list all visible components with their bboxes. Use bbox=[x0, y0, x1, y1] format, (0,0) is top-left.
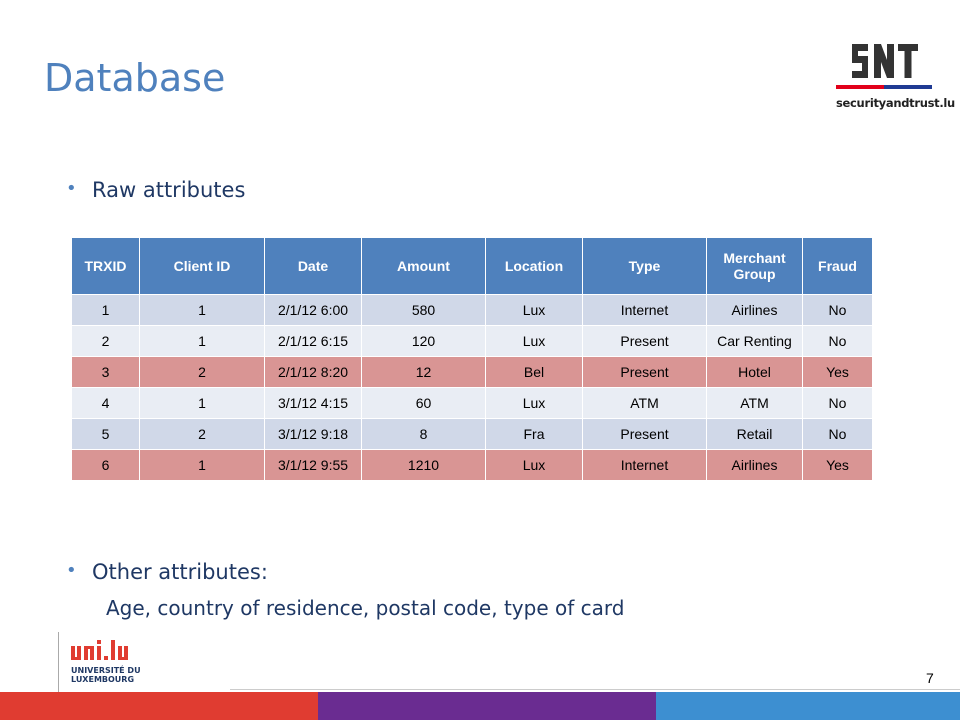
table-cell: 580 bbox=[361, 294, 486, 326]
unilu-caption: UNIVERSITÉ DU LUXEMBOURG bbox=[71, 666, 141, 684]
table-cell: 8 bbox=[361, 418, 486, 450]
table-cell: 2/1/12 6:00 bbox=[264, 294, 362, 326]
table-cell: Yes bbox=[802, 449, 873, 481]
table-cell: 3/1/12 4:15 bbox=[264, 387, 362, 419]
table-cell: 2 bbox=[71, 325, 140, 357]
column-header: Location bbox=[485, 237, 583, 295]
table-cell: Internet bbox=[582, 294, 707, 326]
column-header: Date bbox=[264, 237, 362, 295]
table-cell: 12 bbox=[361, 356, 486, 388]
unilu-mark-logo bbox=[71, 640, 128, 660]
bullet-text: Raw attributes bbox=[92, 178, 246, 202]
table-row-fraud: 6 1 3/1/12 9:55 1210 Lux Internet Airlin… bbox=[71, 449, 873, 481]
bullet-raw-attributes: • Raw attributes bbox=[66, 178, 246, 202]
table-cell: Lux bbox=[485, 325, 583, 357]
table-cell: No bbox=[802, 418, 873, 450]
other-attributes-detail: Age, country of residence, postal code, … bbox=[106, 596, 625, 620]
table-cell: 1210 bbox=[361, 449, 486, 481]
table-cell: 1 bbox=[71, 294, 140, 326]
table-row: 2 1 2/1/12 6:15 120 Lux Present Car Rent… bbox=[71, 325, 873, 357]
table-cell: ATM bbox=[706, 387, 803, 419]
footer-bar-red bbox=[0, 692, 318, 720]
table-cell: No bbox=[802, 387, 873, 419]
table-cell: Car Renting bbox=[706, 325, 803, 357]
table-cell: Lux bbox=[485, 387, 583, 419]
bullet-dot-icon: • bbox=[66, 560, 77, 581]
table-cell: 2/1/12 6:15 bbox=[264, 325, 362, 357]
table-cell: 1 bbox=[139, 449, 265, 481]
table-cell: Present bbox=[582, 325, 707, 357]
table-cell: ATM bbox=[582, 387, 707, 419]
unilu-caption-line1: UNIVERSITÉ DU bbox=[71, 666, 141, 675]
footer-bar-blue bbox=[656, 692, 960, 720]
table-cell: 3 bbox=[71, 356, 140, 388]
bullet-other-attributes: • Other attributes: bbox=[66, 560, 268, 584]
table-row: 5 2 3/1/12 9:18 8 Fra Present Retail No bbox=[71, 418, 873, 450]
table-cell: 2/1/12 8:20 bbox=[264, 356, 362, 388]
table-row-fraud: 3 2 2/1/12 8:20 12 Bel Present Hotel Yes bbox=[71, 356, 873, 388]
table-cell: Airlines bbox=[706, 294, 803, 326]
table-cell: 120 bbox=[361, 325, 486, 357]
table-cell: 5 bbox=[71, 418, 140, 450]
column-header: TRXID bbox=[71, 237, 140, 295]
table-cell: Fra bbox=[485, 418, 583, 450]
column-header: Fraud bbox=[802, 237, 873, 295]
table-cell: Lux bbox=[485, 294, 583, 326]
snt-red-bar bbox=[836, 85, 884, 89]
table-cell: Retail bbox=[706, 418, 803, 450]
unilu-caption-line2: LUXEMBOURG bbox=[71, 675, 135, 684]
table-cell: 1 bbox=[139, 294, 265, 326]
table-row: 4 1 3/1/12 4:15 60 Lux ATM ATM No bbox=[71, 387, 873, 419]
snt-blue-bar bbox=[884, 85, 932, 89]
column-header: Type bbox=[582, 237, 707, 295]
bullet-text: Other attributes: bbox=[92, 560, 268, 584]
table-header-row: TRXID Client ID Date Amount Location Typ… bbox=[71, 237, 873, 295]
table-cell: No bbox=[802, 325, 873, 357]
table-cell: Yes bbox=[802, 356, 873, 388]
table-cell: 2 bbox=[139, 356, 265, 388]
table-cell: 4 bbox=[71, 387, 140, 419]
university-luxembourg-logo: UNIVERSITÉ DU LUXEMBOURG bbox=[58, 632, 169, 692]
column-header: Amount bbox=[361, 237, 486, 295]
table-cell: Present bbox=[582, 418, 707, 450]
table-cell: Lux bbox=[485, 449, 583, 481]
table-cell: Bel bbox=[485, 356, 583, 388]
table-cell: 6 bbox=[71, 449, 140, 481]
table-cell: No bbox=[802, 294, 873, 326]
table-cell: 1 bbox=[139, 387, 265, 419]
table-row: 1 1 2/1/12 6:00 580 Lux Internet Airline… bbox=[71, 294, 873, 326]
snt-letters-logo bbox=[852, 44, 918, 78]
table-cell: 1 bbox=[139, 325, 265, 357]
table-cell: Internet bbox=[582, 449, 707, 481]
footer-bar-purple bbox=[318, 692, 656, 720]
table-cell: Present bbox=[582, 356, 707, 388]
table-cell: Hotel bbox=[706, 356, 803, 388]
page-number: 7 bbox=[926, 670, 934, 686]
table-cell: 3/1/12 9:18 bbox=[264, 418, 362, 450]
column-header: Merchant Group bbox=[706, 237, 803, 295]
snt-logo: securityandtrust.lu bbox=[836, 40, 955, 122]
table-cell: 2 bbox=[139, 418, 265, 450]
transactions-table: TRXID Client ID Date Amount Location Typ… bbox=[71, 237, 873, 481]
table-cell: 3/1/12 9:55 bbox=[264, 449, 362, 481]
table-cell: Airlines bbox=[706, 449, 803, 481]
table-cell: 60 bbox=[361, 387, 486, 419]
bullet-dot-icon: • bbox=[66, 178, 77, 199]
snt-caption: securityandtrust.lu bbox=[836, 96, 955, 110]
column-header: Client ID bbox=[139, 237, 265, 295]
footer-divider bbox=[230, 689, 960, 690]
slide-title: Database bbox=[44, 56, 226, 100]
